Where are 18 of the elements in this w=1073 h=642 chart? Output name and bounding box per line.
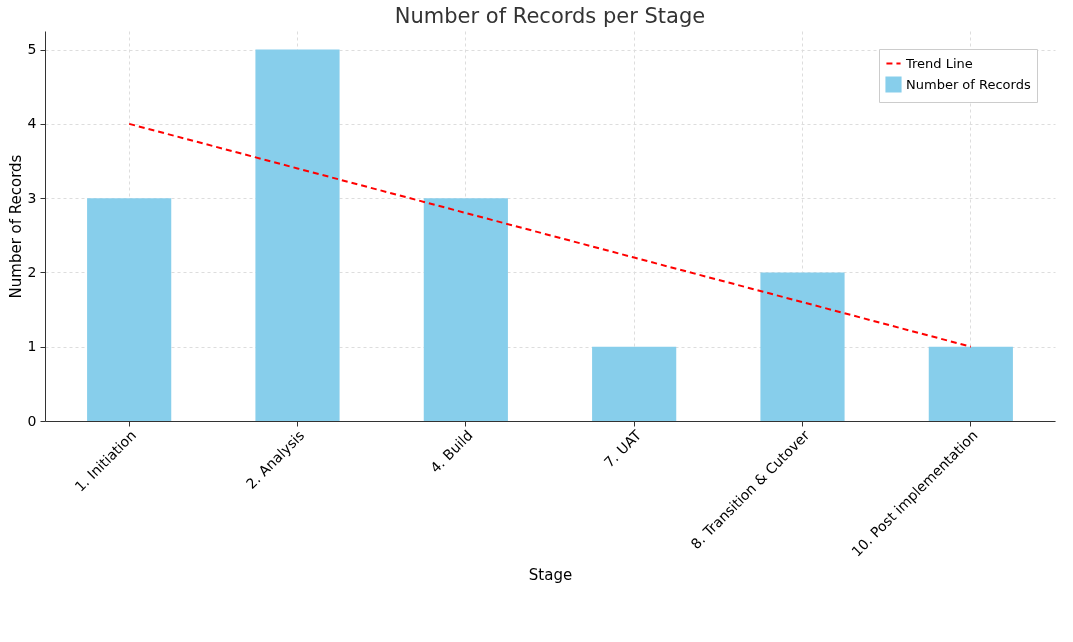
bar [87, 198, 172, 421]
y-axis-title: Number of Records [6, 154, 25, 299]
y-tick-label: 3 [27, 189, 37, 206]
x-axis-title: Stage [528, 565, 573, 584]
bar [592, 346, 677, 421]
y-tick-label: 1 [27, 338, 37, 355]
y-tick-label: 5 [27, 41, 37, 58]
y-tick-label: 2 [27, 263, 37, 280]
bar [255, 49, 340, 421]
y-tick-label: 4 [27, 115, 37, 132]
legend-label: Number of Records [906, 76, 1031, 92]
y-tick-label: 0 [27, 412, 37, 429]
bar [760, 272, 845, 421]
bar [928, 346, 1013, 421]
bar [423, 198, 508, 421]
line-series [128, 122, 972, 348]
legend-label: Trend Line [905, 55, 973, 71]
chart-title: Number of Records per Stage [394, 4, 706, 28]
